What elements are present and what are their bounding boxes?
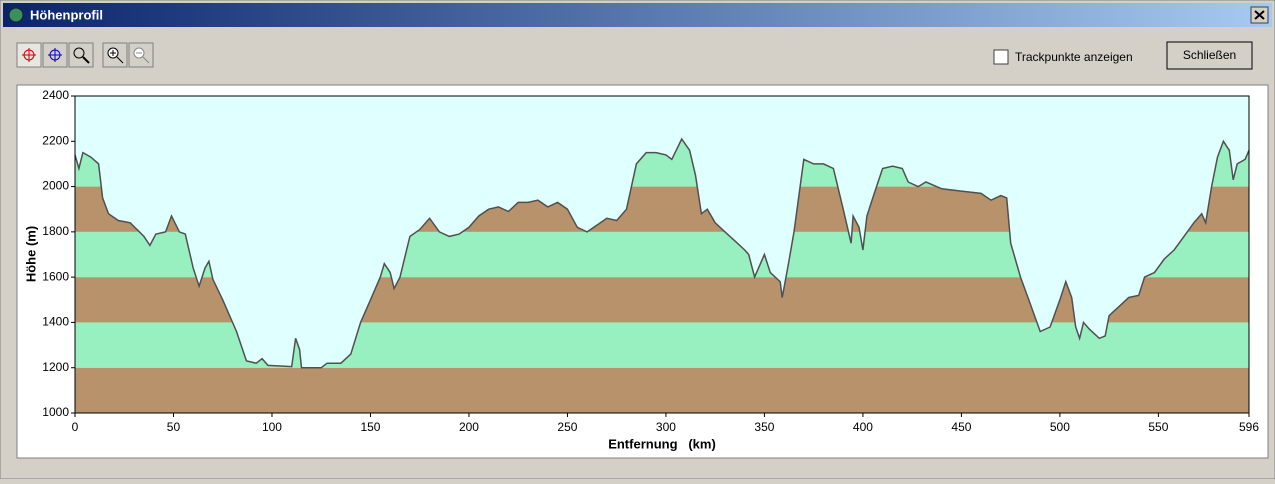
y-axis-label: Höhe (m): [23, 226, 38, 282]
x-tick-label: 250: [557, 420, 577, 434]
x-axis-label: Entfernung (km): [608, 436, 716, 451]
x-tick-label: 550: [1148, 420, 1168, 434]
x-tick-label: 100: [262, 420, 282, 434]
tool-button[interactable]: [68, 42, 94, 68]
x-tick-label: 0: [72, 420, 79, 434]
x-tick-label: 50: [167, 420, 181, 434]
tool-icon: [82, 56, 90, 64]
tool-icon: [110, 50, 124, 64]
profile-line: [74, 137, 1250, 369]
window-title: Höhenprofil: [30, 7, 103, 22]
plot-frame: [74, 95, 1250, 414]
x-tick-label: 500: [1050, 420, 1070, 434]
y-tick-label: 1600: [42, 269, 69, 283]
y-tick-label: 2200: [42, 133, 69, 147]
y-tick-label: 2400: [42, 88, 69, 102]
y-tick-label: 1800: [42, 224, 69, 238]
x-tick-label: 400: [853, 420, 873, 434]
x-tick-label: 450: [951, 420, 971, 434]
button-label[interactable]: Schließen: [1183, 48, 1236, 62]
tool-icon: [22, 48, 36, 62]
y-tick-label: 2000: [42, 179, 69, 193]
y-tick-label: 1000: [42, 405, 69, 419]
checkbox-label[interactable]: Trackpunkte anzeigen: [1015, 50, 1133, 64]
elevation-band: [75, 367, 1249, 413]
sky: [75, 96, 1249, 368]
x-tick-label: 200: [459, 420, 479, 434]
checkbox[interactable]: [993, 49, 1009, 65]
toolbar: [16, 42, 154, 68]
x-tick-label: 150: [360, 420, 380, 434]
tool-icon: [48, 48, 62, 62]
y-tick-label: 1400: [42, 315, 69, 329]
title-bar: [3, 3, 1272, 27]
close-x: [1254, 10, 1265, 20]
close-dialog-button[interactable]: [1166, 41, 1253, 70]
tool-icon: [73, 47, 85, 59]
close-button[interactable]: [1250, 6, 1269, 24]
app-icon: [8, 7, 24, 23]
y-tick-label: 1200: [42, 360, 69, 374]
tool-icon: [136, 52, 150, 64]
x-tick-label: 596: [1239, 420, 1259, 434]
x-tick-label: 350: [754, 420, 774, 434]
x-tick-label: 300: [656, 420, 676, 434]
plot: 1000 1200 1400 1600 1800 2000 2200 2400 0 50 100 15…: [42, 88, 1259, 434]
